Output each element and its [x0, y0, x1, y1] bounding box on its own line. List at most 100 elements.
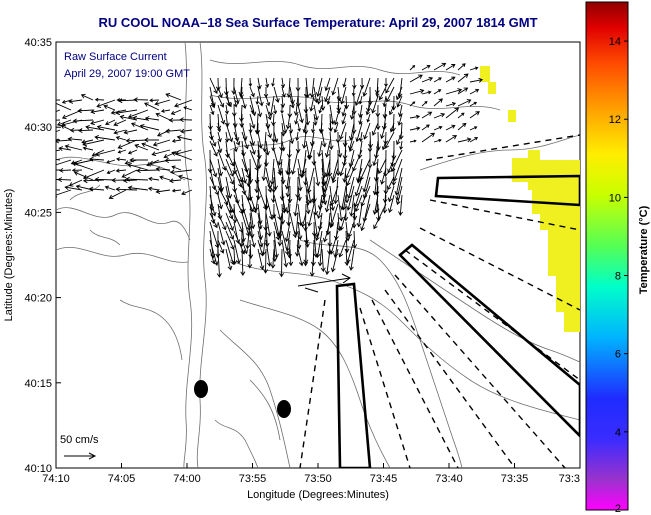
current-vector [239, 104, 244, 123]
current-vector [115, 135, 127, 141]
current-vector [61, 99, 72, 104]
current-vector [321, 131, 327, 148]
current-vector [248, 239, 254, 259]
current-vector [94, 177, 116, 182]
current-vector [168, 117, 182, 123]
current-vector [78, 128, 94, 133]
current-vector [341, 113, 347, 125]
current-vector [348, 248, 355, 271]
current-vector [106, 169, 116, 175]
current-vector [160, 109, 171, 113]
current-vector [289, 95, 295, 109]
current-vector [233, 131, 241, 146]
current-vector [183, 106, 193, 111]
current-vector [372, 194, 379, 215]
current-vector [56, 189, 72, 198]
current-vector [409, 126, 421, 131]
current-vector [88, 186, 105, 192]
current-vector [58, 168, 72, 173]
current-vectors [56, 62, 484, 278]
current-vector [174, 99, 193, 108]
x-axis-label: Longitude (Degrees:Minutes) [247, 489, 389, 501]
current-vector [248, 122, 253, 134]
current-vector [271, 77, 275, 87]
x-tick-label: 73:45 [370, 473, 398, 485]
current-vector [56, 99, 61, 101]
current-vector [344, 248, 350, 267]
current-vector [257, 203, 263, 225]
current-vector [105, 119, 116, 126]
current-vector [314, 221, 323, 242]
current-vector [284, 221, 291, 243]
current-vector [457, 63, 466, 71]
current-vector [469, 126, 478, 131]
current-vector [348, 140, 355, 153]
current-vector [68, 98, 83, 104]
current-vector [121, 169, 138, 178]
current-vector [445, 135, 458, 143]
current-vector [209, 176, 220, 196]
current-vector [180, 128, 193, 134]
current-vector [342, 131, 348, 148]
current-vector [149, 98, 160, 103]
current-vector [233, 140, 238, 153]
current-vector [171, 165, 182, 171]
current-vector [409, 101, 416, 107]
current-vector [56, 138, 72, 144]
current-vector [392, 158, 403, 182]
current-vector [72, 118, 94, 124]
current-vector [225, 194, 235, 214]
current-vector [389, 122, 395, 133]
current-vector [280, 77, 286, 89]
current-vector [329, 203, 339, 229]
current-vector [113, 129, 127, 135]
current-vector [249, 104, 254, 114]
current-vector [362, 176, 371, 200]
current-vector [445, 76, 456, 83]
current-vector [384, 78, 388, 88]
current-vector [151, 149, 171, 157]
current-vector [125, 176, 149, 182]
current-vector [360, 203, 371, 232]
current-vector [225, 248, 233, 271]
colorbar-tick-label: 4 [615, 427, 621, 439]
current-vector [297, 122, 301, 132]
current-vector [225, 149, 235, 167]
current-vector [329, 185, 339, 207]
colorbar [585, 1, 629, 511]
current-vector [337, 140, 343, 158]
current-vector [255, 176, 261, 201]
current-vector [362, 77, 371, 97]
current-vector [209, 95, 216, 109]
current-vector [293, 194, 299, 217]
current-vector [421, 64, 431, 71]
current-vector [233, 167, 243, 188]
current-vector [119, 114, 138, 121]
current-vector [388, 104, 395, 116]
current-vector [127, 185, 149, 191]
current-vector [385, 77, 395, 94]
current-vector [313, 230, 319, 258]
current-vector [56, 109, 61, 112]
current-vector [380, 167, 387, 185]
current-vector [169, 178, 182, 184]
current-vector [469, 101, 478, 107]
current-vector [171, 139, 182, 143]
current-vector [90, 119, 105, 126]
current-vector [338, 239, 347, 258]
current-vector [155, 112, 171, 121]
sst-patch [480, 66, 580, 332]
radial-dashed-lines [299, 134, 580, 468]
current-vector [324, 194, 331, 213]
current-vector [395, 185, 403, 206]
current-vector [305, 194, 311, 215]
current-vector [391, 167, 397, 186]
current-vector [177, 174, 193, 181]
current-vector [300, 212, 307, 228]
current-vector [152, 139, 171, 147]
current-vector [328, 131, 334, 151]
x-tick-label: 73:50 [304, 473, 332, 485]
current-vector [457, 122, 467, 131]
current-vector [159, 175, 171, 181]
current-vector [316, 86, 323, 105]
